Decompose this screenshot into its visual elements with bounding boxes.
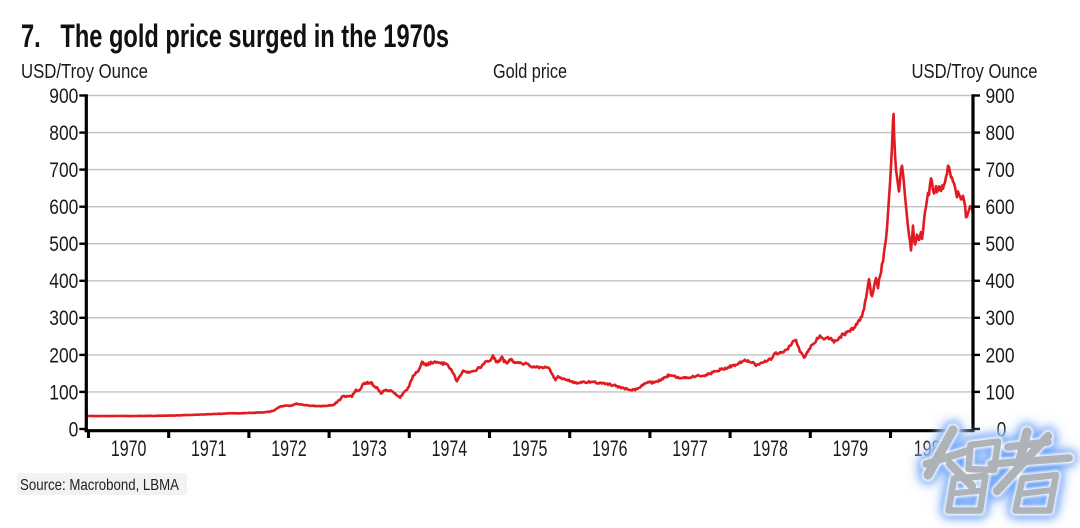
- svg-text:1974: 1974: [432, 436, 468, 461]
- svg-text:7. The gold price surged in: 7. The gold price surged in the 1970s: [21, 18, 449, 54]
- svg-text:400: 400: [49, 270, 78, 293]
- svg-text:600: 600: [986, 196, 1015, 219]
- svg-text:700: 700: [986, 159, 1015, 182]
- svg-text:1970: 1970: [111, 436, 147, 461]
- svg-text:500: 500: [986, 233, 1015, 256]
- svg-text:Source: Macrobond, LBMA: Source: Macrobond, LBMA: [20, 477, 179, 494]
- svg-text:500: 500: [49, 233, 78, 256]
- svg-text:800: 800: [986, 122, 1015, 145]
- svg-text:800: 800: [49, 122, 78, 145]
- svg-text:1978: 1978: [752, 436, 788, 461]
- svg-text:Gold price: Gold price: [493, 61, 567, 83]
- svg-text:200: 200: [986, 344, 1015, 367]
- svg-text:1979: 1979: [833, 436, 869, 461]
- svg-text:1972: 1972: [271, 436, 307, 461]
- svg-text:100: 100: [986, 381, 1015, 404]
- svg-text:400: 400: [986, 270, 1015, 293]
- svg-text:600: 600: [49, 196, 78, 219]
- svg-text:USD/Troy Ounce: USD/Troy Ounce: [21, 61, 148, 83]
- svg-text:1975: 1975: [512, 436, 548, 461]
- svg-text:1977: 1977: [672, 436, 708, 461]
- svg-text:100: 100: [49, 381, 78, 404]
- svg-text:300: 300: [49, 307, 78, 330]
- svg-text:300: 300: [986, 307, 1015, 330]
- svg-text:1971: 1971: [191, 436, 227, 461]
- svg-text:700: 700: [49, 159, 78, 182]
- svg-text:1976: 1976: [592, 436, 628, 461]
- svg-text:200: 200: [49, 344, 78, 367]
- svg-text:0: 0: [997, 418, 1007, 441]
- svg-text:900: 900: [986, 85, 1015, 108]
- svg-text:900: 900: [49, 85, 78, 108]
- svg-text:USD/Troy Ounce: USD/Troy Ounce: [912, 61, 1038, 83]
- svg-text:1973: 1973: [351, 436, 387, 461]
- svg-text:0: 0: [69, 418, 79, 441]
